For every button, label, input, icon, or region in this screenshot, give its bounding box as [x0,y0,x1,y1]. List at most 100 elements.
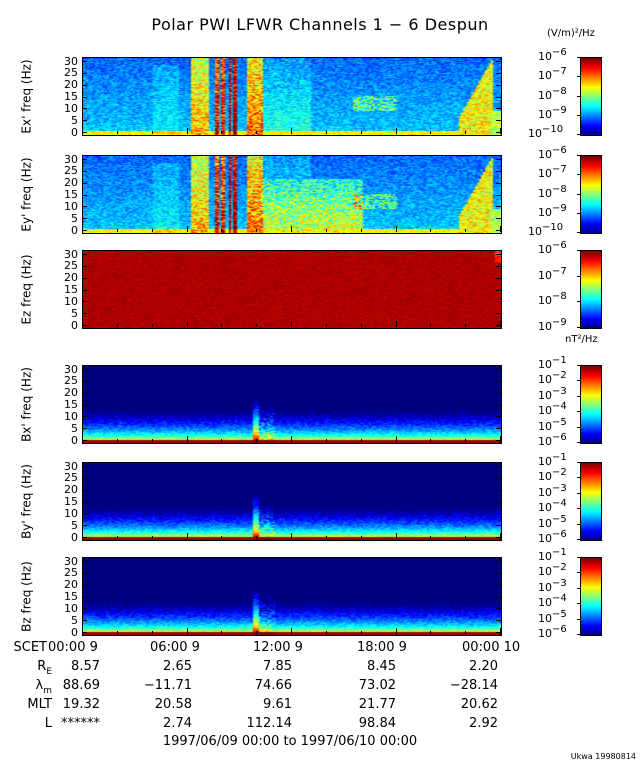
x-tick-mark [291,628,292,634]
colorbar-tick-mark [577,462,581,463]
x-tick-mark [325,439,327,442]
y-axis-label: Ez freq (Hz) [19,253,34,325]
colorbar-tick-label: 10−6 [538,145,567,161]
y-tick-mark [82,537,87,538]
colorbar-tick-mark [577,301,581,303]
x-tick-mark [395,321,397,327]
x-tick-mark [465,229,467,232]
x-tick-mark [82,533,83,539]
y-tick-label: 5 [71,211,78,225]
y-tick-mark [496,218,501,220]
y-tick-mark [496,120,501,122]
x-tick-mark [186,128,188,134]
y-tick-label: 15 [64,495,78,508]
x-tick-mark [116,229,118,232]
y-tick-mark [82,584,87,586]
y-tick-mark [496,416,501,418]
colorbar-tick-label: 10−5 [538,608,567,625]
ephemeris-value: 88.69 [62,678,100,693]
colorbar-tick-mark [577,411,581,413]
colorbar-exponent: −4 [552,498,567,510]
ephemeris-value: 20.62 [460,697,498,712]
y-tick-mark [82,620,87,622]
ephemeris-value: 12:00 9 [253,640,303,655]
colorbar-tick-mark [577,232,581,233]
colorbar-tick-mark [577,95,581,97]
x-tick-mark [395,436,397,442]
y-tick-label: 30 [64,152,78,166]
ephemeris-row-label: MLT [27,697,52,712]
y-tick-mark [496,61,501,62]
x-tick-mark [465,439,467,442]
ephemeris-value: 8.45 [367,659,396,674]
x-tick-mark [116,536,118,539]
colorbar-exponent: −2 [552,370,567,382]
colorbar-tick-label: 10−8 [538,183,567,200]
y-tick-mark [496,596,501,598]
spectrogram-panel-4 [82,365,502,444]
colorbar-1 [580,57,602,136]
y-tick-mark [82,369,87,370]
colorbar-gradient [581,366,601,443]
colorbar-exponent: −4 [552,401,567,413]
y-tick-mark [496,489,501,491]
x-tick-mark [151,324,153,327]
x-tick-mark [221,439,223,442]
x-tick-mark [291,533,292,539]
x-tick-mark [430,439,432,442]
x-tick-mark [325,536,327,539]
colorbar-tick-mark [577,523,581,525]
colorbar-exponent: −4 [552,593,567,605]
colorbar-exponent: −3 [552,482,567,494]
x-tick-mark [151,229,153,232]
y-tick-mark [496,440,501,441]
y-tick-mark [496,132,501,133]
y-tick-mark [496,572,501,574]
colorbar-tick-mark [577,618,581,620]
colorbar-exponent: −10 [542,124,564,135]
y-tick-mark [82,301,87,303]
y-tick-mark [496,369,501,370]
ephemeris-row-label: λm [35,678,52,696]
colorbar-tick-label: 10−9 [538,104,567,121]
x-tick-mark [151,536,153,539]
y-tick-label: 10 [64,199,78,213]
y-tick-mark [82,572,87,574]
y-tick-label: 10 [64,101,78,115]
x-tick-mark [151,631,153,634]
y-axis-label: Ex' freq (Hz) [19,58,34,134]
ephemeris-value: −28.14 [449,678,498,693]
ephemeris-value: 2.92 [469,716,498,731]
x-tick-mark [500,533,501,539]
colorbar-gradient [581,251,601,328]
y-tick-mark [82,561,87,562]
colorbar-exponent: −6 [552,47,567,58]
y-tick-mark [496,584,501,586]
colorbar-2 [580,155,602,234]
x-tick-mark [221,229,223,232]
y-tick-label: 15 [64,398,78,411]
colorbar-exponent: −9 [552,104,567,116]
colorbar-tick-label: 10−1 [538,452,567,468]
ephemeris-value: 00:00 9 [48,640,98,655]
y-tick-mark [496,96,501,98]
y-tick-label: 20 [64,483,78,497]
colorbar-tick-label: 10−7 [538,265,567,282]
y-axis-label: By' freq (Hz) [19,463,34,539]
x-tick-mark [116,631,118,634]
colorbar-gradient [581,558,601,635]
colorbar-tick-label: 10−4 [538,498,567,515]
y-tick-mark [82,325,87,326]
ephemeris-value: 74.66 [254,678,292,693]
colorbar-tick-mark [577,492,581,494]
y-tick-mark [82,525,87,527]
y-tick-label: 10 [64,409,78,423]
y-tick-label: 25 [64,374,78,388]
colorbar-tick-mark [577,193,581,195]
colorbar-tick-mark [577,76,581,78]
x-tick-mark [360,439,362,442]
colorbar-tick-label: 10−6 [538,529,567,545]
y-tick-mark [82,489,87,491]
y-tick-mark [496,194,501,196]
ephemeris-row-label: RE [37,659,52,677]
